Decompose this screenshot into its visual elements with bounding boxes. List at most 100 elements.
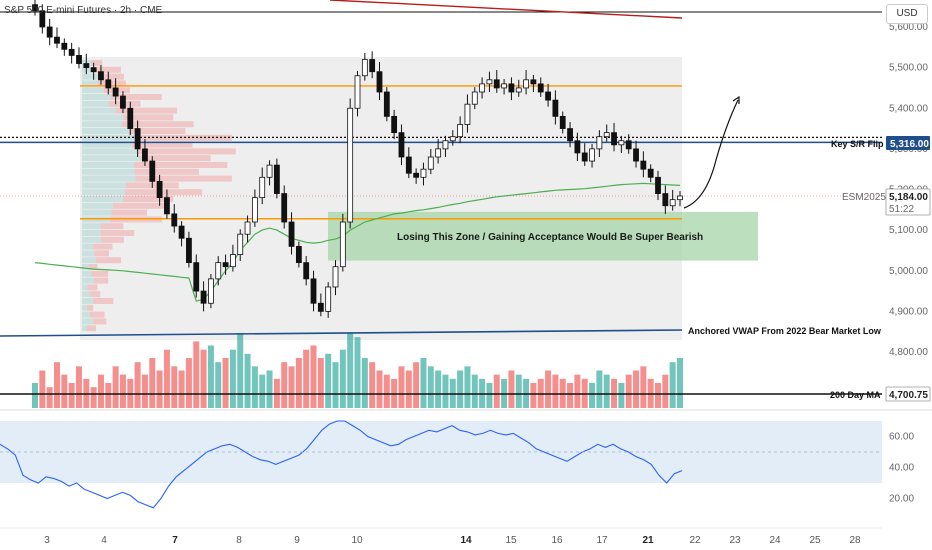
profile-bar-down bbox=[112, 202, 169, 209]
profile-bar-up bbox=[82, 325, 88, 332]
candle-body bbox=[493, 79, 500, 89]
candle-body bbox=[515, 87, 522, 93]
volume-bar bbox=[405, 370, 412, 408]
volume-bar bbox=[398, 366, 405, 408]
candle-body bbox=[68, 48, 75, 56]
profile-bar-down bbox=[133, 162, 228, 168]
rsi-path bbox=[0, 420, 683, 509]
candle-body bbox=[259, 176, 266, 199]
profile-bar-down bbox=[91, 270, 109, 277]
candle-body bbox=[611, 132, 617, 146]
profile-bar-up bbox=[82, 277, 94, 284]
profile-bar-up bbox=[82, 182, 126, 189]
profile-bar-up bbox=[82, 223, 101, 230]
candle-body bbox=[618, 140, 625, 146]
volume-bar bbox=[105, 383, 112, 408]
candle-body bbox=[112, 87, 119, 97]
profile-bar-down bbox=[135, 175, 232, 182]
profile-bar-up bbox=[82, 141, 133, 148]
candle-body bbox=[76, 55, 82, 64]
profile-bar-down bbox=[111, 209, 148, 216]
volume-bar bbox=[625, 374, 632, 408]
volume-bar bbox=[281, 362, 288, 408]
profile-bar-down bbox=[92, 243, 113, 250]
currency-selector[interactable]: USD bbox=[886, 4, 928, 24]
candle-body bbox=[640, 160, 647, 170]
candle-body bbox=[273, 164, 280, 194]
profile-bar-down bbox=[87, 284, 98, 291]
profile-bar-up bbox=[82, 318, 94, 325]
ma200-price-tag: 4,700.75 bbox=[889, 390, 928, 401]
candle-body bbox=[178, 225, 185, 239]
volume-bar bbox=[229, 349, 236, 408]
ma200-tag-bg bbox=[885, 386, 931, 402]
volume-bar bbox=[471, 374, 478, 408]
time-tick-label: 9 bbox=[294, 535, 300, 546]
time-tick-label: 21 bbox=[642, 535, 654, 546]
profile-bar-up bbox=[82, 304, 88, 311]
candle-body bbox=[208, 278, 214, 304]
price-tick-label: 5,100.00 bbox=[889, 225, 928, 236]
volume-bar bbox=[171, 366, 178, 408]
profile-bar-down bbox=[87, 325, 97, 332]
candle-body bbox=[142, 148, 148, 162]
profile-bar-up bbox=[82, 87, 104, 94]
volume-bar bbox=[347, 333, 354, 408]
candle-body bbox=[545, 91, 551, 101]
profile-bar-down bbox=[93, 318, 107, 325]
volume-bar bbox=[134, 362, 141, 408]
volume-bar bbox=[545, 370, 552, 408]
candle-body bbox=[134, 128, 141, 150]
profile-bar-down bbox=[121, 121, 194, 128]
rsi-tick-label: 40.00 bbox=[889, 463, 914, 474]
volume-bar bbox=[178, 370, 185, 408]
profile-bar-down bbox=[135, 168, 200, 175]
profile-bar-down bbox=[89, 264, 98, 270]
candle-body bbox=[339, 221, 346, 268]
candle-body bbox=[369, 59, 376, 73]
profile-bar-down bbox=[115, 107, 178, 114]
volume-bar bbox=[112, 366, 119, 408]
last-price-tag: 5,184.00 bbox=[889, 192, 928, 203]
profile-bar-down bbox=[91, 60, 103, 66]
candle-body bbox=[655, 176, 661, 194]
volume-bar bbox=[75, 366, 82, 408]
profile-bar-down bbox=[123, 114, 174, 121]
price-tick-label: 4,900.00 bbox=[889, 306, 928, 317]
candle-body bbox=[281, 193, 288, 223]
volume-bar bbox=[317, 358, 324, 408]
candle-body bbox=[457, 124, 464, 138]
volume-bar bbox=[427, 366, 434, 408]
candle-body bbox=[523, 79, 529, 89]
profile-bar-down bbox=[140, 155, 211, 162]
price-tick-label: 5,600.00 bbox=[889, 22, 928, 33]
profile-bar-up bbox=[82, 94, 111, 100]
price-tick-label: 5,500.00 bbox=[889, 63, 928, 74]
candle-body bbox=[98, 71, 104, 81]
candles bbox=[32, 0, 683, 318]
time-tick-label: 28 bbox=[849, 535, 861, 546]
volume-bar bbox=[207, 345, 214, 408]
profile-bar-up bbox=[82, 284, 88, 291]
candle-body bbox=[647, 168, 654, 178]
profile-bar-down bbox=[101, 73, 124, 80]
volume-bar bbox=[442, 374, 449, 408]
symbol-label: ESM2025 bbox=[842, 192, 886, 203]
candle-body bbox=[405, 156, 412, 174]
profile-bar-up bbox=[82, 250, 95, 257]
time-tick-label: 4 bbox=[101, 535, 107, 546]
candle-body bbox=[164, 197, 170, 215]
volume-bar bbox=[53, 362, 60, 408]
candle-body bbox=[596, 136, 603, 150]
chart-title: S&P 500 E-mini Futures · 2h · CME bbox=[4, 5, 163, 16]
profile-bar-up bbox=[82, 189, 125, 196]
time-tick-label: 22 bbox=[689, 535, 701, 546]
profile-bar-up bbox=[82, 121, 122, 128]
volume-bar bbox=[618, 383, 625, 408]
candle-body bbox=[149, 160, 156, 182]
profile-bar-up bbox=[82, 73, 102, 80]
time-axis: 3 4 7 8 9 10 14 15 16 17 21 22 23 24 25 28 bbox=[44, 535, 861, 546]
ma-path bbox=[329, 0, 683, 19]
volume-bar bbox=[420, 358, 427, 408]
time-tick-label: 7 bbox=[172, 535, 178, 546]
